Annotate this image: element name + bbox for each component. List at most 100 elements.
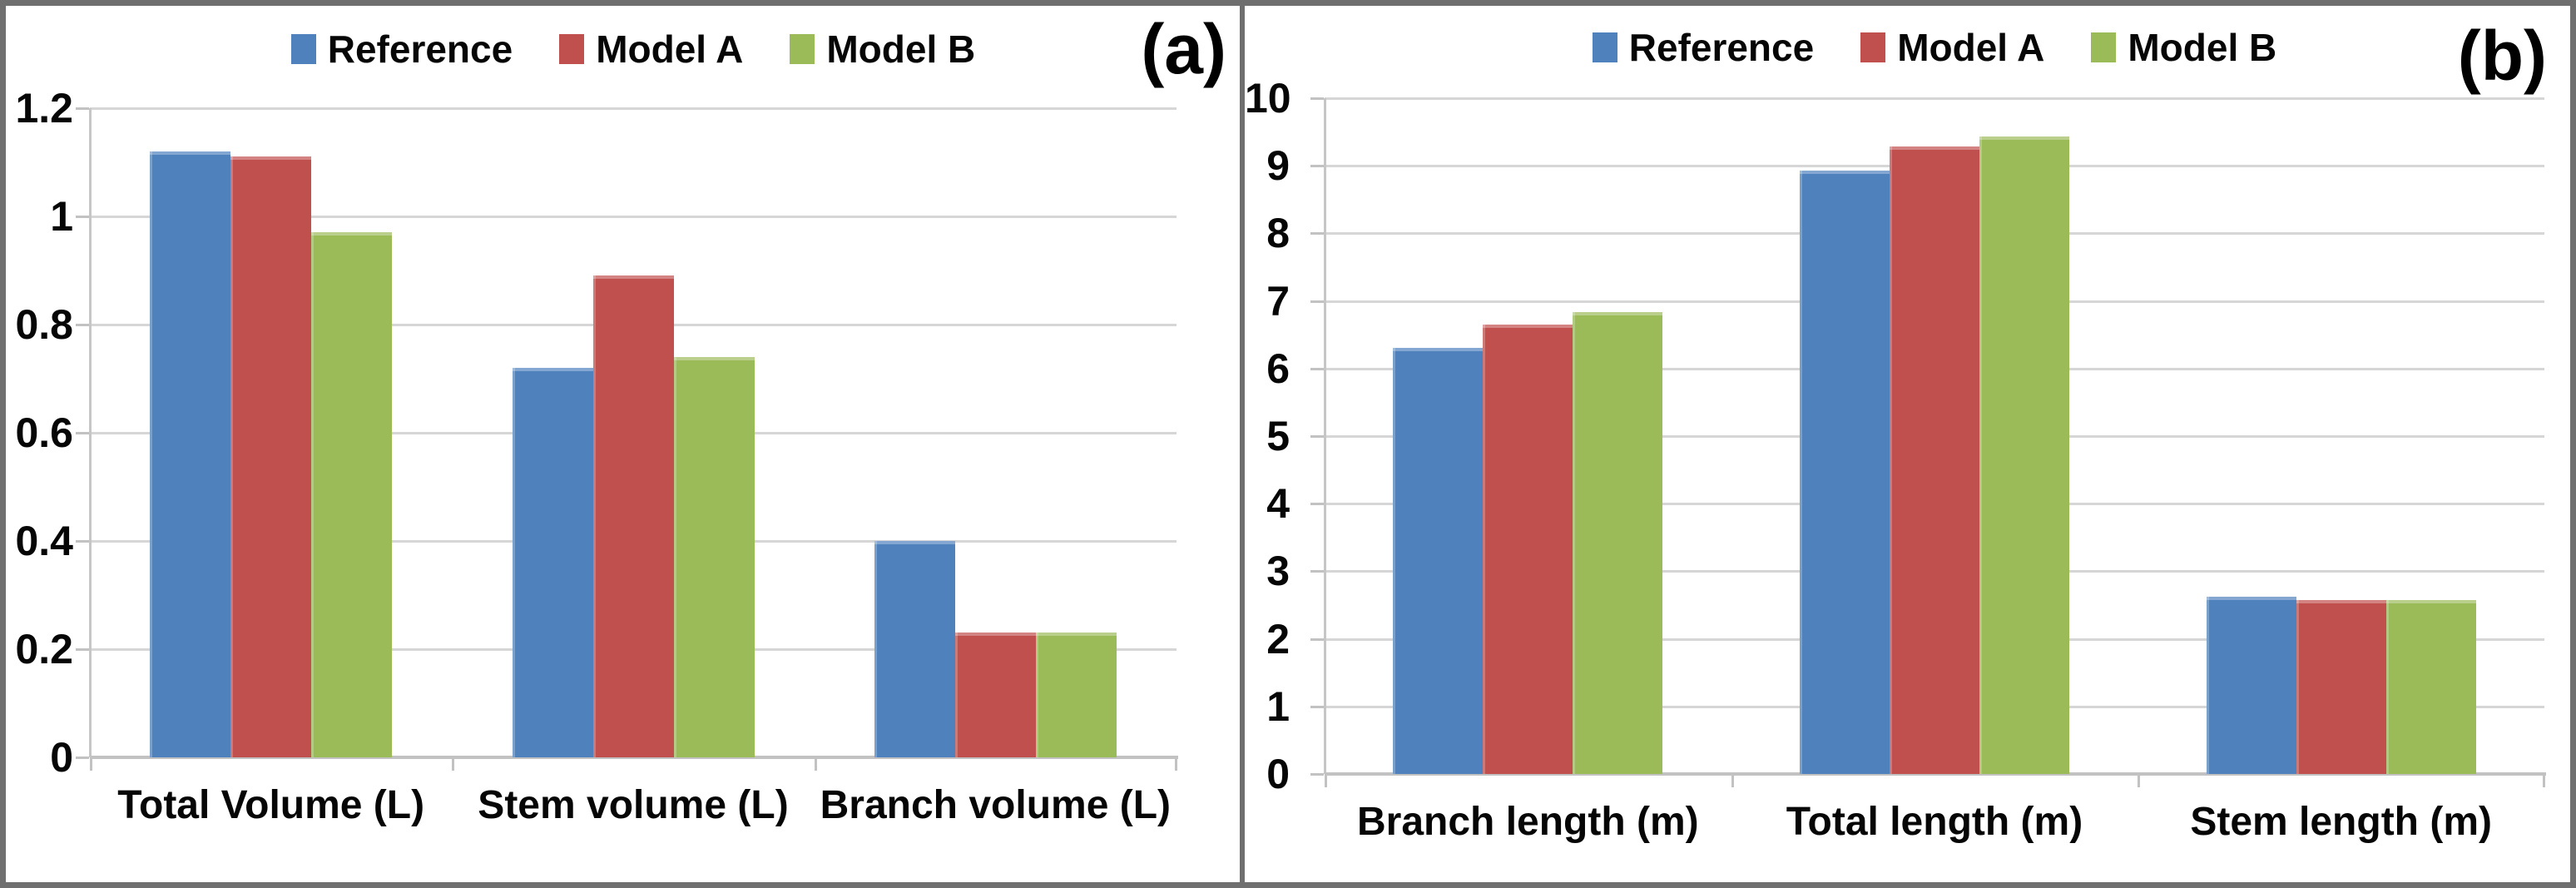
x-axis-tick <box>452 757 454 771</box>
plot-area-a <box>76 107 1178 771</box>
y-axis-label-1.2: 1.2 <box>15 85 73 131</box>
legend-label-reference: Reference <box>1628 26 1815 69</box>
y-axis-label-0: 0 <box>50 734 73 781</box>
bar-model-b-branch-length-m <box>1573 312 1662 774</box>
y-axis-label-6: 6 <box>1266 345 1290 392</box>
legend-label-model-a: Model A <box>596 27 744 71</box>
bar-model-a-stem-length-m <box>2296 600 2386 774</box>
bar-reference-total-volume-l <box>150 151 230 757</box>
category-label-branch-volume-l: Branch volume (L) <box>820 783 1172 827</box>
x-axis-tick <box>2138 774 2140 787</box>
y-axis-label-7: 7 <box>1266 277 1290 325</box>
y-tick-9 <box>1310 165 1324 168</box>
gridline-1.2 <box>90 107 1177 110</box>
legend-swatch-model-a <box>559 34 585 64</box>
chart-panel-a: (a) Reference Model A Model B 0 0.2 0.4 0.6 0.… <box>6 6 1245 882</box>
legend-swatch-reference <box>290 34 316 64</box>
y-tick-0.8 <box>76 324 89 326</box>
y-axis-label-8: 8 <box>1266 210 1290 257</box>
y-tick-7 <box>1310 300 1324 303</box>
y-tick-0.2 <box>76 648 89 651</box>
y-axis-label-9: 9 <box>1266 142 1290 190</box>
y-tick-1.2 <box>76 107 89 110</box>
y-tick-0 <box>76 757 89 759</box>
x-axis-line <box>90 756 1178 759</box>
legend-label-model-a: Model A <box>1897 26 2045 69</box>
legend-b: Reference Model A Model B <box>1325 21 2544 74</box>
x-axis-line <box>1325 772 2546 776</box>
y-axis-label-0.8: 0.8 <box>15 301 73 348</box>
bar-model-a-total-volume-l <box>230 156 311 757</box>
bar-model-b-branch-volume-l <box>1036 633 1117 757</box>
y-tick-0.4 <box>76 540 89 543</box>
bar-reference-stem-length-m <box>2207 597 2296 774</box>
y-axis-label-1: 1 <box>50 193 73 240</box>
y-axis-label-0.2: 0.2 <box>15 626 73 672</box>
y-axis-label-3: 3 <box>1266 548 1290 595</box>
x-axis-tick <box>90 757 92 771</box>
legend-swatch-reference <box>1592 32 1617 62</box>
bar-model-a-branch-volume-l <box>955 633 1036 757</box>
bar-model-b-stem-volume-l <box>674 357 755 757</box>
bar-reference-branch-length-m <box>1393 348 1483 774</box>
y-axis-label-10: 10 <box>1245 75 1291 122</box>
y-axis-label-2: 2 <box>1266 615 1290 662</box>
y-axis-label-1: 1 <box>1266 682 1290 730</box>
y-axis-line <box>1324 98 1326 774</box>
legend-label-model-b: Model B <box>826 27 976 71</box>
legend-item-reference: Reference <box>290 27 513 72</box>
y-tick-4 <box>1310 503 1324 506</box>
y-tick-10 <box>1310 97 1324 100</box>
panel-label-b: (b) <box>2457 17 2547 95</box>
panel-label-a: (a) <box>1141 10 1226 88</box>
gridline-1 <box>90 216 1177 218</box>
legend-item-model-b: Model B <box>790 27 975 72</box>
plot-area-b <box>1310 97 2546 787</box>
legend-swatch-model-b <box>790 34 815 64</box>
x-axis-tick <box>815 757 817 771</box>
bar-model-a-stem-volume-l <box>593 275 674 757</box>
chart-panel-b: (b) Reference Model A Model B 0 1 2 3 4 5 6 7 8 9 10… <box>1245 6 2570 882</box>
category-label-total-length-m: Total length (m) <box>1786 800 2083 844</box>
bar-reference-branch-volume-l <box>874 541 955 757</box>
x-axis-tick <box>1731 774 1734 787</box>
y-axis-label-0: 0 <box>1266 751 1290 797</box>
y-tick-0.6 <box>76 432 89 434</box>
bar-reference-total-length-m <box>1800 171 1890 774</box>
legend-a: Reference Model A Model B <box>90 22 1177 76</box>
y-axis-label-0.6: 0.6 <box>15 409 73 456</box>
category-label-stem-volume-l: Stem volume (L) <box>478 783 789 827</box>
gridline-10 <box>1325 97 2544 100</box>
y-tick-0 <box>1310 773 1324 776</box>
bar-model-b-total-length-m <box>1979 136 2069 774</box>
x-axis-tick <box>2543 774 2545 787</box>
y-axis-label-0.4: 0.4 <box>15 518 73 564</box>
x-axis-tick <box>1175 757 1177 771</box>
y-tick-2 <box>1310 637 1324 641</box>
bar-model-a-total-length-m <box>1890 146 1979 774</box>
legend-label-model-b: Model B <box>2128 26 2277 69</box>
legend-item-model-a: Model A <box>1860 25 2044 70</box>
bar-reference-stem-volume-l <box>513 368 593 757</box>
y-tick-8 <box>1310 232 1324 236</box>
y-tick-1 <box>1310 705 1324 708</box>
legend-item-reference: Reference <box>1592 25 1815 70</box>
category-label-branch-length-m: Branch length (m) <box>1356 800 1699 844</box>
legend-swatch-model-b <box>2091 32 2117 62</box>
category-label-total-volume-l: Total Volume (L) <box>117 783 425 827</box>
legend-label-reference: Reference <box>327 27 513 71</box>
legend-swatch-model-a <box>1860 32 1886 62</box>
y-tick-1 <box>76 216 89 218</box>
y-tick-5 <box>1310 435 1324 438</box>
y-tick-3 <box>1310 570 1324 573</box>
x-axis-tick <box>1325 774 1327 787</box>
bar-model-b-stem-length-m <box>2386 600 2476 774</box>
y-axis-line <box>89 108 92 757</box>
legend-item-model-a: Model A <box>559 27 743 72</box>
y-tick-6 <box>1310 367 1324 370</box>
category-label-stem-length-m: Stem length (m) <box>2190 800 2492 844</box>
bar-model-b-total-volume-l <box>311 232 392 757</box>
bar-model-a-branch-length-m <box>1483 325 1573 774</box>
legend-item-model-b: Model B <box>2091 25 2276 70</box>
